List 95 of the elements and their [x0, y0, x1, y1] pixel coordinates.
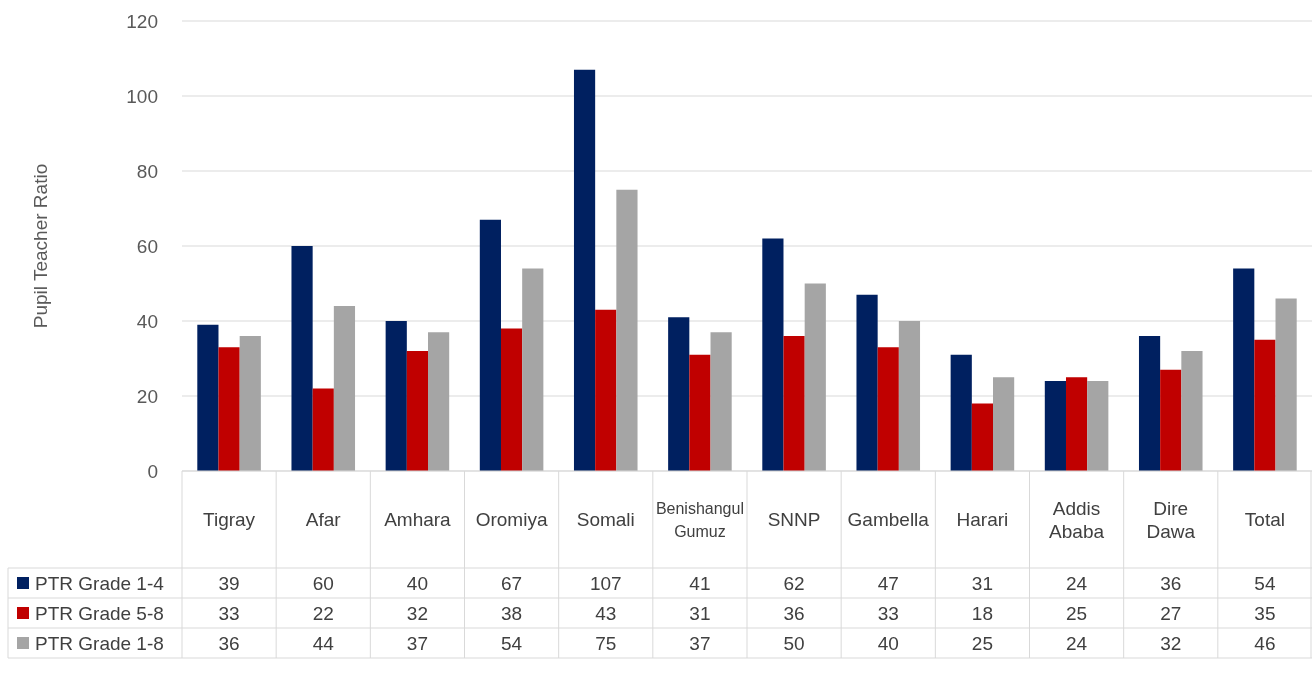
data-label: 54 [1254, 572, 1276, 594]
data-label: 40 [877, 632, 899, 654]
bar [197, 324, 219, 471]
data-label: 36 [783, 602, 805, 624]
legend-label: PTR Grade 1-8 [35, 632, 164, 654]
data-label: 32 [1160, 632, 1182, 654]
bar [877, 347, 899, 471]
bar [856, 294, 878, 471]
bar [689, 354, 711, 471]
bar [1065, 377, 1088, 471]
bar [1181, 351, 1203, 471]
data-label: 31 [689, 602, 711, 624]
x-tick-label: Dire Dawa [1146, 497, 1196, 542]
data-label: 25 [1066, 602, 1088, 624]
data-label: 27 [1160, 602, 1182, 624]
x-tick-label: Afar [305, 509, 342, 531]
x-tick-label: Harari [956, 509, 1009, 531]
bar [1087, 381, 1109, 471]
bar [1138, 336, 1161, 471]
x-tick-label: Tigray [203, 509, 256, 531]
bar [1275, 298, 1297, 471]
bar [898, 321, 921, 471]
data-label: 107 [589, 572, 622, 594]
data-label: 35 [1254, 602, 1276, 624]
data-label: 62 [783, 572, 805, 594]
y-tick-label: 120 [126, 10, 158, 32]
data-label: 40 [406, 572, 428, 594]
data-label: 33 [218, 602, 240, 624]
bar [406, 351, 429, 471]
bar [291, 246, 313, 471]
legend-label: PTR Grade 1-4 [35, 572, 165, 594]
data-label: 37 [406, 632, 428, 654]
data-label: 24 [1066, 572, 1088, 594]
data-label: 44 [312, 632, 335, 654]
bar [522, 268, 544, 471]
bar [595, 309, 617, 471]
bar [971, 403, 994, 471]
bar [385, 321, 407, 471]
x-tick-label: Somali [576, 509, 635, 531]
data-label: 75 [595, 632, 617, 654]
x-tick-label: Addis Ababa [1049, 497, 1105, 542]
data-label: 67 [501, 572, 523, 594]
bar [668, 317, 690, 471]
y-tick-label: 0 [147, 460, 158, 482]
x-tick-label: Amhara [384, 509, 452, 531]
data-label: 60 [312, 572, 334, 594]
y-tick-label: 20 [136, 385, 158, 407]
x-tick-label: Total [1244, 509, 1285, 531]
data-label: 41 [689, 572, 711, 594]
x-tick-label: Gambella [847, 509, 930, 531]
y-tick-label: 80 [136, 160, 158, 182]
data-label: 32 [406, 602, 428, 624]
data-label: 36 [1160, 572, 1182, 594]
bar [218, 347, 240, 471]
data-label: 54 [501, 632, 523, 654]
data-label: 22 [312, 602, 334, 624]
y-tick-label: 40 [136, 310, 158, 332]
bar [993, 377, 1015, 471]
data-label: 39 [218, 572, 240, 594]
data-label: 31 [971, 572, 993, 594]
bar [239, 336, 261, 471]
bar [710, 332, 732, 471]
data-label: 43 [595, 602, 617, 624]
legend-label: PTR Grade 5-8 [35, 602, 164, 624]
bar [333, 306, 356, 471]
bar [1160, 369, 1182, 471]
bar [783, 336, 805, 471]
x-tick-label: SNNP [767, 509, 821, 531]
data-label: 36 [218, 632, 240, 654]
y-axis-title: Pupil Teacher Ratio [30, 163, 51, 329]
data-label: 47 [877, 572, 899, 594]
data-label: 25 [971, 632, 993, 654]
bar [804, 283, 826, 471]
bar [500, 328, 523, 471]
bar [479, 219, 501, 471]
bar [762, 238, 784, 471]
data-label: 46 [1254, 632, 1276, 654]
bar [573, 69, 596, 471]
bar [1044, 381, 1066, 471]
bar [428, 332, 450, 471]
data-label: 37 [689, 632, 711, 654]
data-label: 38 [501, 602, 523, 624]
data-label: 33 [877, 602, 899, 624]
bar [1233, 268, 1255, 471]
bar [1254, 339, 1276, 471]
y-tick-label: 60 [136, 235, 158, 257]
data-label: 24 [1066, 632, 1088, 654]
bar [312, 388, 334, 471]
x-tick-label: Benishangul Gumuz [655, 499, 744, 540]
x-tick-label: Oromiya [475, 509, 548, 531]
data-label: 50 [783, 632, 805, 654]
y-tick-label: 100 [126, 85, 158, 107]
bar [950, 354, 972, 471]
data-label: 18 [971, 602, 993, 624]
bar [616, 189, 638, 471]
